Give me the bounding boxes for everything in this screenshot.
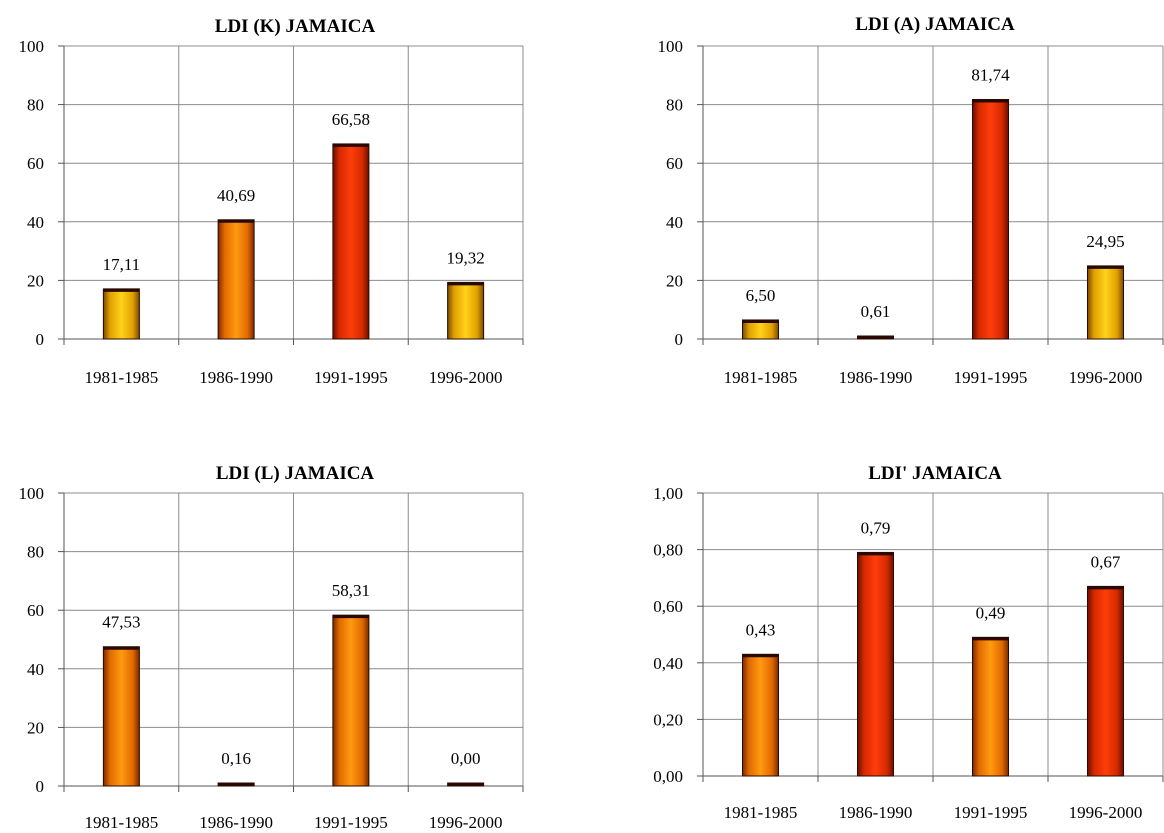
bar-value-label: 58,31 <box>332 581 370 600</box>
y-tick-label: 20 <box>27 271 44 290</box>
bar-value-label: 66,58 <box>332 110 370 129</box>
chart-title: LDI (L) JAMAICA <box>216 463 375 484</box>
bar <box>332 614 370 787</box>
bar <box>742 653 779 777</box>
chart-ldi-l: 0 20 40 60 80 100 47,53 1981-1985 0,16 1986-1990 5… <box>19 463 524 832</box>
bar <box>102 646 140 787</box>
bar <box>332 143 370 340</box>
bar-value-label: 0,16 <box>221 749 251 768</box>
bar <box>857 551 894 777</box>
category-label: 1981-1985 <box>724 368 798 387</box>
category-label: 1991-1995 <box>954 803 1028 822</box>
bar-value-label: 24,95 <box>1086 232 1124 251</box>
category-label: 1986-1990 <box>199 813 273 832</box>
y-tick-label: 20 <box>27 718 44 737</box>
bar <box>1087 585 1124 777</box>
bar-value-label: 0,61 <box>861 302 891 321</box>
bar-value-label: 17,11 <box>103 255 141 274</box>
category-label: 1981-1985 <box>85 368 159 387</box>
y-tick-label: 80 <box>666 96 683 115</box>
y-tick-label: 80 <box>27 543 44 562</box>
y-tick-label: 100 <box>658 37 684 56</box>
bar-value-label: 0,43 <box>746 620 776 639</box>
bar-value-label: 19,32 <box>447 248 485 267</box>
bar <box>447 281 485 340</box>
y-tick-label: 0,40 <box>653 654 683 673</box>
chart-title: LDI (A) JAMAICA <box>855 14 1015 35</box>
category-label: 1991-1995 <box>954 368 1028 387</box>
bar-value-label: 6,50 <box>746 286 776 305</box>
category-label: 1996-2000 <box>1069 803 1143 822</box>
y-tick-label: 40 <box>666 213 683 232</box>
chart-ldi-k: 0 20 40 60 80 100 17,11 1981-1985 40,69 1986-1990… <box>19 16 524 387</box>
y-tick-label: 40 <box>27 660 44 679</box>
y-tick-label: 100 <box>19 37 45 56</box>
category-label: 1991-1995 <box>314 813 388 832</box>
bar-value-label: 81,74 <box>971 66 1010 85</box>
chart-ldi-prime: 0,00 0,20 0,40 0,60 0,80 1,00 0,43 1981-1985 0,7… <box>653 463 1164 822</box>
bar <box>102 288 140 340</box>
bar-value-label: 0,49 <box>976 603 1006 622</box>
chart-ldi-a: 0 20 40 60 80 100 6,50 1981-1985 0,61 1986-1990 81… <box>658 14 1164 387</box>
bar <box>972 636 1009 777</box>
category-label: 1981-1985 <box>724 803 798 822</box>
y-tick-label: 60 <box>27 601 44 620</box>
category-label: 1986-1990 <box>839 368 913 387</box>
bar-value-label: 0,67 <box>1091 552 1121 571</box>
bar <box>217 219 255 340</box>
bar <box>1087 265 1124 340</box>
bar-value-label: 0,00 <box>451 749 481 768</box>
category-label: 1996-2000 <box>1069 368 1143 387</box>
y-tick-label: 80 <box>27 96 44 115</box>
y-tick-label: 0 <box>36 330 45 349</box>
y-tick-label: 60 <box>27 154 44 173</box>
bar <box>972 99 1009 340</box>
y-tick-label: 0,00 <box>653 767 683 786</box>
y-tick-label: 1,00 <box>653 484 683 503</box>
bar-value-label: 0,79 <box>861 518 891 537</box>
chart-title: LDI (K) JAMAICA <box>215 16 376 37</box>
y-tick-label: 0,60 <box>653 597 683 616</box>
bar-value-label: 40,69 <box>217 186 255 205</box>
category-label: 1981-1985 <box>85 813 159 832</box>
category-label: 1986-1990 <box>199 368 273 387</box>
y-tick-label: 0 <box>36 777 45 796</box>
y-tick-label: 0 <box>675 330 684 349</box>
category-label: 1991-1995 <box>314 368 388 387</box>
y-tick-label: 0,80 <box>653 541 683 560</box>
y-tick-label: 100 <box>19 484 45 503</box>
y-tick-label: 60 <box>666 154 683 173</box>
category-label: 1996-2000 <box>429 368 503 387</box>
y-tick-label: 40 <box>27 213 44 232</box>
y-tick-label: 0,20 <box>653 710 683 729</box>
category-label: 1986-1990 <box>839 803 913 822</box>
chart-title: LDI' JAMAICA <box>868 463 1002 484</box>
bar-value-label: 47,53 <box>102 613 140 632</box>
category-label: 1996-2000 <box>429 813 503 832</box>
y-tick-label: 20 <box>666 271 683 290</box>
